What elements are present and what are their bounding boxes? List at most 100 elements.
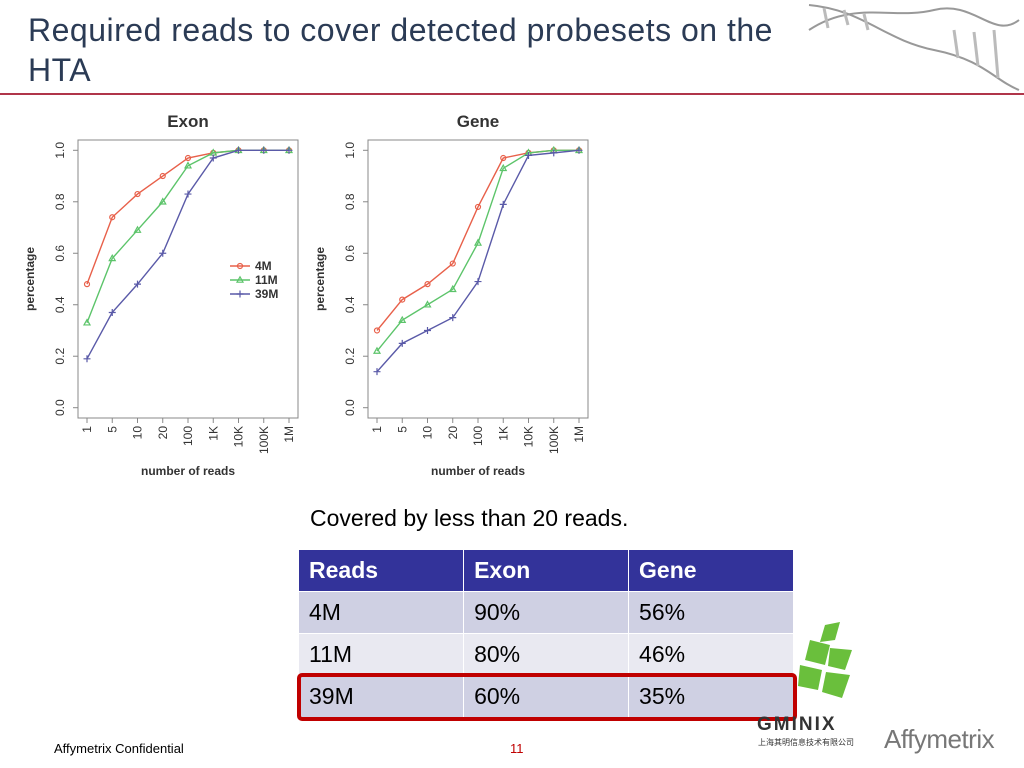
x-tick-label: 20 xyxy=(446,426,460,440)
point xyxy=(550,149,558,157)
point xyxy=(209,154,217,162)
point xyxy=(399,296,406,303)
point xyxy=(500,154,507,162)
point xyxy=(134,280,141,288)
point xyxy=(499,163,508,172)
x-axis-title: number of reads xyxy=(141,464,235,478)
y-tick-label: 0.8 xyxy=(53,193,67,210)
slide-title: Required reads to cover detected probese… xyxy=(28,12,773,88)
point xyxy=(260,146,268,154)
charts: Exon 0.0 0.2 0.4 0.6 0.8 1.0 1 5 10 20 100 1K 10K 100K… xyxy=(23,112,589,478)
series-line xyxy=(376,149,579,352)
cell: 35% xyxy=(628,675,794,718)
legend-label: 11M xyxy=(255,273,278,287)
point xyxy=(285,146,293,154)
y-axis-title: percentage xyxy=(23,247,37,311)
series-line xyxy=(376,149,580,373)
y-tick-label: 0.6 xyxy=(53,245,67,262)
cell: 4M xyxy=(297,591,465,634)
point xyxy=(83,355,91,363)
point xyxy=(109,214,116,221)
point xyxy=(108,308,116,316)
footer-text: Affymetrix Confidential xyxy=(54,741,184,756)
point xyxy=(159,249,167,257)
x-tick-label: 100K xyxy=(547,426,561,454)
cell: 90% xyxy=(463,591,630,634)
x-tick-label: 1 xyxy=(80,426,94,433)
y-axis-title: percentage xyxy=(313,247,327,311)
legend-marker xyxy=(235,275,245,283)
point xyxy=(184,154,192,162)
point xyxy=(473,238,483,246)
y-tick-label: 0.4 xyxy=(343,296,357,313)
point xyxy=(159,172,166,180)
gminix-emblem xyxy=(798,622,852,698)
point xyxy=(474,278,482,286)
x-tick-label: 10 xyxy=(131,426,145,440)
page-number: 11 xyxy=(510,741,524,756)
x-tick-label: 10 xyxy=(421,426,435,440)
y-tick-label: 0.4 xyxy=(53,296,67,313)
point xyxy=(133,225,142,233)
point xyxy=(82,318,92,326)
y-tick-label: 0.2 xyxy=(343,348,357,365)
point xyxy=(235,146,242,154)
point xyxy=(108,253,117,262)
cell: 56% xyxy=(628,591,794,634)
table-row: 4M 90% 56% xyxy=(297,591,794,634)
results-table: Reads Exon Gene 4M 90% 56% 11M 80% 46% 3… xyxy=(297,549,794,718)
point xyxy=(424,281,431,288)
x-tick-label: 20 xyxy=(156,426,170,440)
x-tick-label: 1K xyxy=(496,426,510,441)
point xyxy=(134,190,141,198)
point xyxy=(158,197,167,205)
point xyxy=(83,281,91,288)
affymetrix-logo: Affymetrix xyxy=(884,724,995,754)
table-row: 39M 60% 35% xyxy=(297,675,794,718)
point xyxy=(423,300,432,308)
chart-title: Gene xyxy=(457,112,500,131)
chart-title: Exon xyxy=(167,112,209,131)
title-rule xyxy=(0,93,1024,95)
y-tick-label: 0.6 xyxy=(343,245,357,262)
legend-marker xyxy=(236,262,244,270)
cell: 60% xyxy=(463,675,630,718)
point xyxy=(474,203,482,211)
x-tick-label: 5 xyxy=(395,426,409,433)
point xyxy=(499,200,507,208)
x-tick-label: 1 xyxy=(370,426,384,433)
gminix-logo: GMINIX xyxy=(757,714,837,735)
table-caption: Covered by less than 20 reads. xyxy=(310,505,629,531)
y-tick-label: 1.0 xyxy=(53,142,67,159)
table-header: Reads Exon Gene xyxy=(297,549,794,592)
x-tick-label: 1K xyxy=(206,426,220,441)
table-row: 11M 80% 46% xyxy=(297,633,794,676)
y-tick-label: 1.0 xyxy=(343,142,357,159)
point xyxy=(183,161,193,169)
y-tick-label: 0.2 xyxy=(53,348,67,365)
point xyxy=(184,190,192,198)
legend-label: 39M xyxy=(255,287,278,301)
x-tick-label: 100 xyxy=(181,426,195,446)
header-cell: Gene xyxy=(628,549,794,592)
series-line xyxy=(86,149,289,360)
point xyxy=(449,314,457,322)
point xyxy=(525,151,532,159)
point xyxy=(449,260,456,267)
point xyxy=(398,315,407,323)
x-tick-label: 10K xyxy=(232,426,246,447)
highlight-box xyxy=(297,673,797,721)
y-tick-label: 0.0 xyxy=(53,399,67,416)
x-tick-label: 1M xyxy=(282,426,296,443)
x-axis-title: number of reads xyxy=(431,464,525,478)
point xyxy=(373,327,381,334)
x-tick-label: 1M xyxy=(572,426,586,443)
gminix-subtitle: 上海其明信息技术有限公司 xyxy=(758,738,854,747)
y-tick-label: 0.0 xyxy=(343,399,357,416)
point xyxy=(575,146,583,154)
legend-marker xyxy=(236,290,244,298)
x-tick-label: 10K xyxy=(522,426,536,447)
x-tick-label: 5 xyxy=(105,426,119,433)
point xyxy=(373,368,381,376)
